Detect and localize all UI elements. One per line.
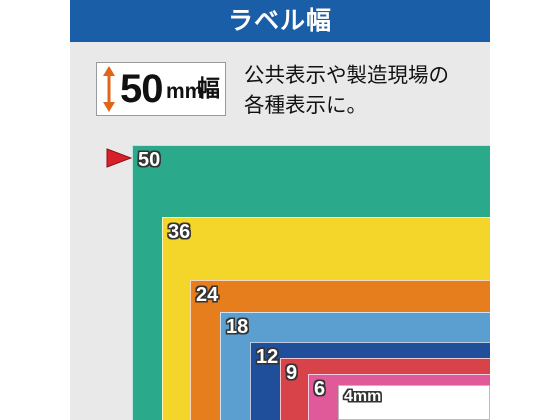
triangle-pointer-icon <box>106 148 132 168</box>
label-width-text-6: 6 <box>314 378 326 400</box>
label-width-panel: ラベル幅 50 mm 幅 公共表示や製造現場の 各種表示に。 50 36 24 … <box>70 0 490 420</box>
label-width-text-36: 36 <box>168 221 191 243</box>
label-width-text-4mm: 4mm <box>344 388 382 405</box>
badge-number: 50 <box>120 67 163 111</box>
label-width-text-12: 12 <box>256 346 279 368</box>
description-line-1: 公共表示や製造現場の <box>244 63 449 87</box>
label-width-text-9: 9 <box>286 362 298 384</box>
badge-unit: mm <box>166 80 204 103</box>
width-badge: 50 mm 幅 <box>96 62 226 116</box>
page-title: ラベル幅 <box>70 0 490 42</box>
label-width-text-18: 18 <box>226 316 249 338</box>
description: 公共表示や製造現場の 各種表示に。 <box>244 60 490 120</box>
label-width-text-50: 50 <box>138 149 161 171</box>
label-width-text-24: 24 <box>196 284 219 306</box>
vertical-double-arrow-icon <box>103 66 115 112</box>
label-sample-4mm: 4mm <box>338 385 490 420</box>
badge-kanji: 幅 <box>197 76 220 102</box>
description-line-2: 各種表示に。 <box>244 93 367 117</box>
